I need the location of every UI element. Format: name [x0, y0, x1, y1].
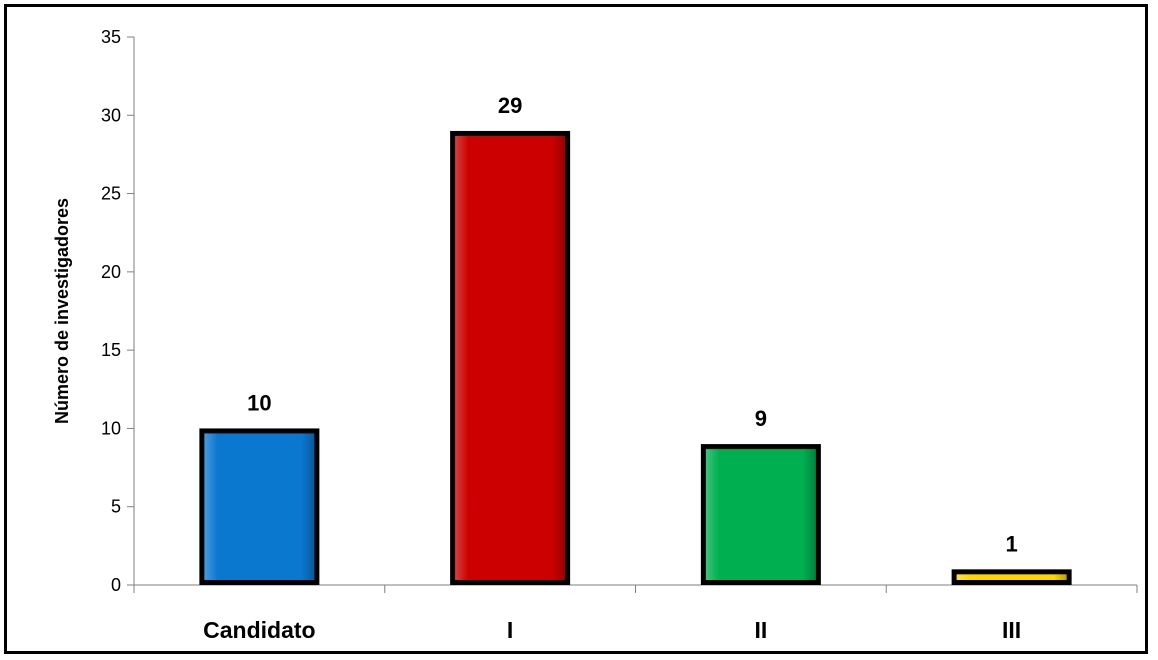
data-label: 1 — [1006, 531, 1018, 556]
x-tick-label: II — [754, 617, 767, 643]
y-tick-label: 20 — [101, 262, 121, 282]
bar-bevel — [705, 449, 816, 580]
y-axis: 0 5 10 15 20 25 30 35 — [101, 27, 135, 595]
y-tick-label: 15 — [101, 340, 121, 360]
bar-bevel — [204, 433, 315, 580]
y-axis-title: Número de investigadores — [52, 198, 72, 424]
x-tick-label: III — [1002, 617, 1021, 643]
data-label: 9 — [755, 406, 767, 431]
data-labels: 10 29 9 1 — [247, 93, 1018, 556]
chart-frame — [4, 4, 1148, 654]
data-label: 29 — [498, 93, 522, 118]
y-tick-label: 5 — [111, 497, 121, 517]
y-tick-label: 25 — [101, 184, 121, 204]
x-axis: Candidato I II III — [133, 584, 1138, 643]
y-tick-label: 30 — [101, 105, 121, 125]
y-tick-label: 35 — [101, 27, 121, 47]
x-tick-label: Candidato — [203, 617, 315, 643]
y-tick-label: 0 — [111, 575, 121, 595]
bar-bevel — [455, 135, 566, 580]
bar-bevel — [956, 574, 1067, 580]
y-tick-label: 10 — [101, 418, 121, 438]
data-label: 10 — [247, 390, 271, 415]
x-tick-label: I — [507, 617, 513, 643]
bars — [199, 130, 1072, 585]
